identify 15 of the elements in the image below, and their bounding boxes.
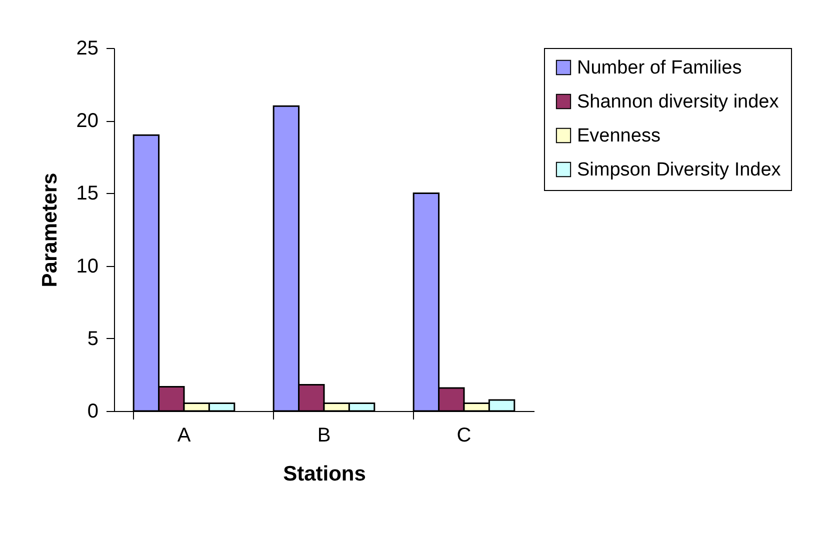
legend-label: Number of Families [577,58,742,78]
y-tick-label: 10 [76,255,98,278]
y-tick-label: 5 [87,328,98,350]
legend-label: Simpson Diversity Index [577,160,782,180]
x-tick-label: B [317,424,331,446]
y-tick-label: 15 [76,182,98,205]
x-axis-title: Stations [283,462,366,486]
y-axis-title: Parameters [38,172,62,288]
legend-label: Shannon diversity index [577,92,780,112]
x-tick-label: C [456,424,472,446]
x-tick-label: A [177,424,192,446]
legend-label: Evenness [577,126,660,146]
y-tick-label: 20 [76,110,98,132]
y-tick-label: 0 [87,400,98,422]
y-tick-label: 25 [76,38,98,60]
